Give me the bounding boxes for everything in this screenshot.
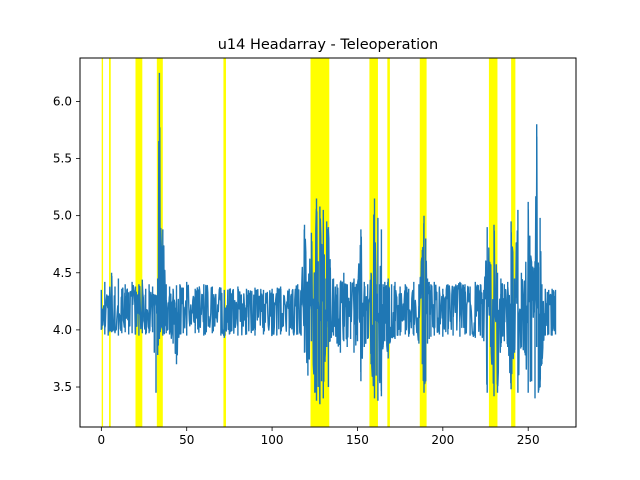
y-axis: 3.5 4.0 4.5 5.0 5.5 6.0 xyxy=(53,94,80,394)
series-line xyxy=(100,72,557,405)
highlight-span xyxy=(101,58,104,427)
x-axis: 0 50 100 150 200 250 xyxy=(98,427,540,447)
series-layer xyxy=(100,72,557,405)
highlight-span xyxy=(387,58,390,427)
x-tick-label: 250 xyxy=(517,433,540,447)
chart-title: u14 Headarray - Teleoperation xyxy=(218,37,439,53)
y-tick-label: 5.0 xyxy=(53,209,72,223)
y-tick-label: 4.5 xyxy=(53,266,72,280)
y-tick-label: 5.5 xyxy=(53,152,72,166)
plot-frame xyxy=(79,57,577,428)
highlight-span xyxy=(109,58,111,427)
x-tick-label: 100 xyxy=(261,433,284,447)
highlight-span xyxy=(488,58,498,427)
y-tick-label: 3.5 xyxy=(53,380,72,394)
x-tick-label: 150 xyxy=(346,433,369,447)
x-tick-label: 50 xyxy=(179,433,194,447)
y-tick-label: 6.0 xyxy=(53,94,72,108)
highlight-span xyxy=(223,58,226,427)
highlight-span xyxy=(135,58,143,427)
y-tick-label: 4.0 xyxy=(53,323,72,337)
x-tick-label: 0 xyxy=(98,433,106,447)
x-tick-label: 200 xyxy=(431,433,454,447)
highlight-span xyxy=(511,58,516,427)
